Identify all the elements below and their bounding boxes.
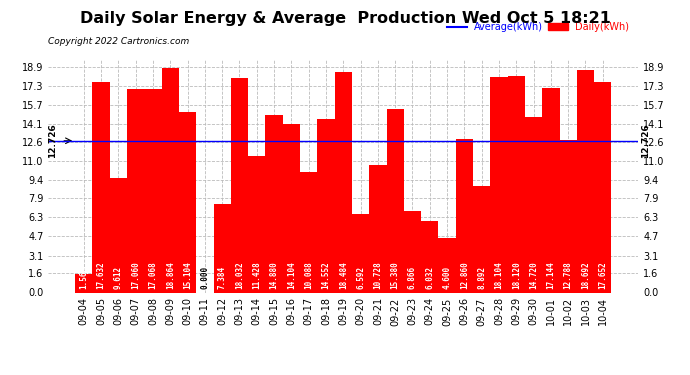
Text: 4.600: 4.600 [442,266,451,289]
Text: 12.726: 12.726 [641,123,650,158]
Bar [283,124,300,292]
Bar [473,186,491,292]
Bar [335,72,352,292]
Bar [491,76,508,292]
Bar [455,139,473,292]
Bar [508,76,525,292]
Text: Daily Solar Energy & Average  Production Wed Oct 5 18:21: Daily Solar Energy & Average Production … [79,11,611,26]
Text: 17.652: 17.652 [598,261,607,289]
Bar [110,178,127,292]
Text: 7.384: 7.384 [217,266,227,289]
Text: 14.552: 14.552 [322,261,331,289]
Bar [352,214,369,292]
Text: 17.632: 17.632 [97,261,106,289]
Text: 17.068: 17.068 [148,261,157,289]
Text: 6.592: 6.592 [356,266,365,289]
Text: 1.568: 1.568 [79,266,88,289]
Bar [266,115,283,292]
Bar [560,140,577,292]
Bar [248,156,266,292]
Bar [144,89,161,292]
Bar [300,172,317,292]
Text: 10.088: 10.088 [304,261,313,289]
Bar [594,82,611,292]
Text: 11.428: 11.428 [253,261,262,289]
Text: 15.380: 15.380 [391,261,400,289]
Bar [386,109,404,292]
Text: 17.144: 17.144 [546,261,555,289]
Bar [127,89,144,292]
Bar [161,68,179,292]
Text: 18.864: 18.864 [166,261,175,289]
Legend: Average(kWh), Daily(kWh): Average(kWh), Daily(kWh) [443,18,633,36]
Text: Copyright 2022 Cartronics.com: Copyright 2022 Cartronics.com [48,38,190,46]
Text: 15.104: 15.104 [183,261,192,289]
Text: 10.728: 10.728 [373,261,382,289]
Text: 18.692: 18.692 [581,261,590,289]
Text: 0.000: 0.000 [200,266,209,289]
Bar [438,238,455,292]
Bar [404,211,421,292]
Text: 14.880: 14.880 [270,261,279,289]
Bar [525,117,542,292]
Bar [542,88,560,292]
Text: 17.060: 17.060 [131,261,140,289]
Bar [75,274,92,292]
Text: 12.788: 12.788 [564,261,573,289]
Text: 18.484: 18.484 [339,261,348,289]
Bar [92,82,110,292]
Text: 6.032: 6.032 [425,266,434,289]
Bar [231,78,248,292]
Bar [577,70,594,292]
Bar [369,165,386,292]
Bar [179,112,196,292]
Bar [421,220,438,292]
Text: 9.612: 9.612 [114,266,123,289]
Text: 18.032: 18.032 [235,261,244,289]
Text: 18.120: 18.120 [512,261,521,289]
Text: 12.860: 12.860 [460,261,469,289]
Bar [317,119,335,292]
Text: 6.866: 6.866 [408,266,417,289]
Text: 14.720: 14.720 [529,261,538,289]
Bar [213,204,231,292]
Text: 12.726: 12.726 [48,123,57,158]
Text: 18.104: 18.104 [495,261,504,289]
Text: 8.892: 8.892 [477,266,486,289]
Text: 14.104: 14.104 [287,261,296,289]
